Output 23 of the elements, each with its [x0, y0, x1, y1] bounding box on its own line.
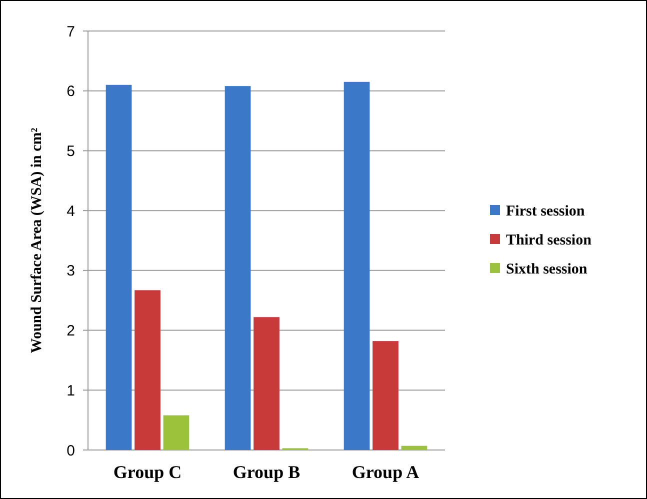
x-tick-label: Group A — [352, 462, 420, 482]
y-tick-label: 6 — [66, 83, 75, 100]
bar — [224, 86, 251, 450]
y-tick-label: 2 — [66, 322, 75, 340]
y-axis-title: Wound Surface Area (WSA) in cm² — [29, 127, 45, 354]
legend-label: Sixth session — [506, 261, 588, 278]
bar — [401, 446, 428, 450]
bar — [344, 82, 370, 450]
y-tick-label: 0 — [66, 442, 75, 460]
bar — [163, 415, 190, 450]
y-tick-label: 5 — [66, 142, 75, 160]
y-tick-label: 1 — [66, 382, 75, 400]
bar — [372, 341, 398, 450]
bar — [134, 290, 160, 450]
x-tick-label: Group C — [113, 462, 182, 482]
y-tick-label: 4 — [66, 202, 75, 220]
legend-label: Third session — [506, 232, 592, 248]
legend-label: First session — [506, 203, 586, 220]
bar — [254, 317, 280, 450]
bar — [106, 84, 132, 450]
y-tick-label: 7 — [66, 23, 75, 40]
y-tick-label: 3 — [66, 262, 75, 280]
x-tick-label: Group B — [232, 462, 300, 482]
